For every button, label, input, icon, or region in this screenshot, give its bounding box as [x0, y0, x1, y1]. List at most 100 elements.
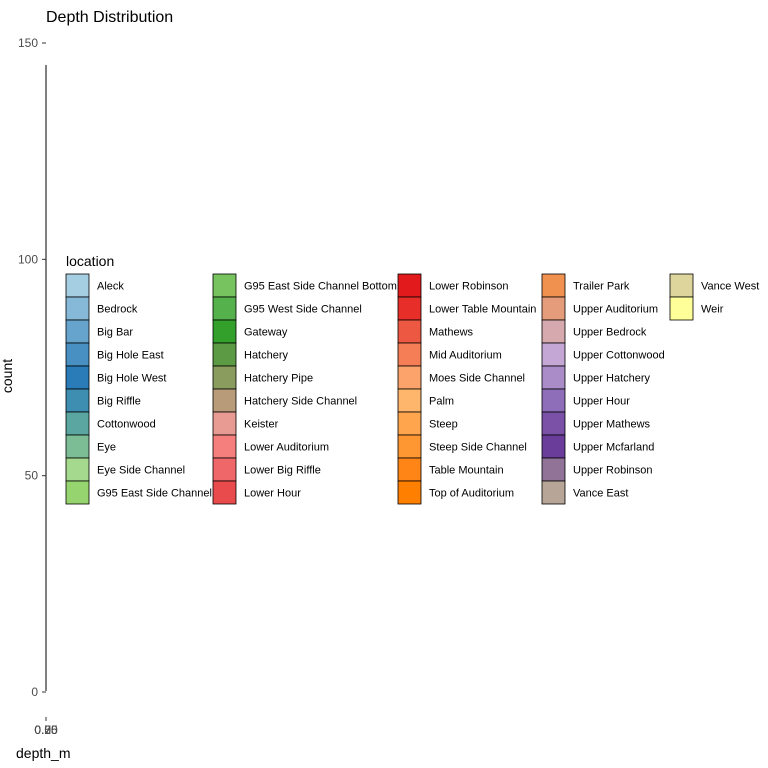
- legend-key-swatch: [65, 434, 90, 459]
- legend-item: Hatchery Side Channel: [212, 388, 357, 413]
- legend-item: Aleck: [65, 273, 124, 298]
- legend-item-label: Keister: [244, 419, 279, 431]
- legend-item-label: Hatchery: [244, 350, 289, 362]
- legend-key-swatch: [65, 296, 90, 321]
- legend-key-swatch: [212, 388, 237, 413]
- legend-item: G95 East Side Channel: [65, 480, 212, 505]
- legend-item-label: Top of Auditorium: [429, 488, 514, 500]
- legend-item: Lower Table Mountain: [397, 296, 536, 321]
- legend-title: location: [66, 253, 114, 269]
- legend-item-label: Eye: [97, 442, 116, 454]
- legend-item-label: Lower Table Mountain: [429, 304, 536, 316]
- y-axis-title: count: [0, 359, 15, 393]
- y-tick-label: 100: [18, 252, 38, 266]
- legend-item-label: Trailer Park: [573, 281, 630, 293]
- legend-item-label: Upper Hatchery: [573, 373, 651, 385]
- legend-key-swatch: [397, 365, 422, 390]
- x-axis-title: depth_m: [16, 745, 70, 761]
- legend-item: Upper Hour: [541, 388, 630, 413]
- legend-item: Hatchery: [212, 342, 289, 367]
- legend-key-swatch: [397, 480, 422, 505]
- legend-item: Gateway: [212, 319, 288, 344]
- y-tick-label: 150: [18, 36, 38, 50]
- legend-key-swatch: [212, 273, 237, 298]
- y-axis: 0 50 100 150: [18, 36, 47, 699]
- legend-key-swatch: [212, 319, 237, 344]
- legend-key-swatch: [212, 457, 237, 482]
- legend-item: Vance East: [541, 480, 628, 505]
- legend-item-label: Upper Cottonwood: [573, 350, 665, 362]
- legend-item-label: Upper Bedrock: [573, 327, 647, 339]
- legend-item-label: Big Riffle: [97, 396, 141, 408]
- legend-item-label: G95 East Side Channel: [97, 488, 212, 500]
- legend-key-swatch: [212, 411, 237, 436]
- legend-key-swatch: [65, 319, 90, 344]
- legend-item-label: G95 West Side Channel: [244, 304, 362, 316]
- chart-title: Depth Distribution: [46, 9, 173, 26]
- legend-item: Lower Auditorium: [212, 434, 329, 459]
- legend-item: Upper Hatchery: [541, 365, 651, 390]
- legend-key-swatch: [541, 296, 566, 321]
- legend-item: Moes Side Channel: [397, 365, 525, 390]
- legend-key-swatch: [397, 296, 422, 321]
- legend-item-label: Lower Auditorium: [244, 442, 329, 454]
- legend-key-swatch: [397, 273, 422, 298]
- legend-key-swatch: [65, 342, 90, 367]
- legend-item: Weir: [669, 296, 724, 321]
- legend-item: Upper Cottonwood: [541, 342, 665, 367]
- legend-item: Mid Auditorium: [397, 342, 502, 367]
- legend-item: Top of Auditorium: [397, 480, 514, 505]
- x-tick-label: 0.50: [34, 723, 58, 737]
- legend-item-label: Hatchery Side Channel: [244, 396, 357, 408]
- legend-item-label: Mid Auditorium: [429, 350, 502, 362]
- legend-item-label: Big Bar: [97, 327, 133, 339]
- legend-key-swatch: [65, 273, 90, 298]
- x-axis: 0.000.250.500.75: [34, 717, 58, 737]
- legend-key-swatch: [669, 273, 694, 298]
- legend-item: Upper Robinson: [541, 457, 653, 482]
- legend-item: Lower Big Riffle: [212, 457, 321, 482]
- legend-item-label: Palm: [429, 396, 454, 408]
- legend-item-label: Big Hole West: [97, 373, 167, 385]
- legend-key-swatch: [212, 365, 237, 390]
- legend-key-swatch: [212, 342, 237, 367]
- legend-item-label: Aleck: [97, 281, 124, 293]
- legend-item-label: Vance West: [701, 281, 759, 293]
- legend-item-label: Lower Hour: [244, 488, 301, 500]
- legend-key-swatch: [212, 480, 237, 505]
- legend-item: Keister: [212, 411, 279, 436]
- legend-key-swatch: [669, 296, 694, 321]
- legend-item-label: Upper Mathews: [573, 419, 651, 431]
- legend-item: G95 East Side Channel Bottom: [212, 273, 397, 298]
- legend-item-label: Vance East: [573, 488, 628, 500]
- legend-item-label: Table Mountain: [429, 465, 504, 477]
- legend-item: Steep Side Channel: [397, 434, 527, 459]
- legend-item: Bedrock: [65, 296, 138, 321]
- legend-item: Upper Auditorium: [541, 296, 658, 321]
- legend-item: Eye Side Channel: [65, 457, 185, 482]
- legend-item: Eye: [65, 434, 116, 459]
- legend-key-swatch: [541, 342, 566, 367]
- legend-item: Big Riffle: [65, 388, 141, 413]
- legend-key-swatch: [397, 388, 422, 413]
- legend-item: Upper Bedrock: [541, 319, 647, 344]
- legend-item-label: Gateway: [244, 327, 288, 339]
- legend-item: Big Hole East: [65, 342, 164, 367]
- legend: location Aleck Bedrock Big Bar Big Hole Eas…: [65, 253, 759, 505]
- legend-item: Lower Robinson: [397, 273, 509, 298]
- legend-item-label: Mathews: [429, 327, 474, 339]
- legend-item-label: Weir: [701, 304, 724, 316]
- legend-item-label: Upper Mcfarland: [573, 442, 654, 454]
- legend-item: Trailer Park: [541, 273, 630, 298]
- y-tick-label: 50: [25, 469, 39, 483]
- legend-item: Lower Hour: [212, 480, 301, 505]
- legend-key-swatch: [541, 388, 566, 413]
- x-tick-label: 0.25: [34, 723, 58, 737]
- legend-item-label: Upper Auditorium: [573, 304, 658, 316]
- legend-item: Mathews: [397, 319, 474, 344]
- x-tick-label: 0.00: [34, 723, 58, 737]
- legend-key-swatch: [397, 457, 422, 482]
- legend-item: Upper Mcfarland: [541, 434, 654, 459]
- legend-item-label: G95 East Side Channel Bottom: [244, 281, 397, 293]
